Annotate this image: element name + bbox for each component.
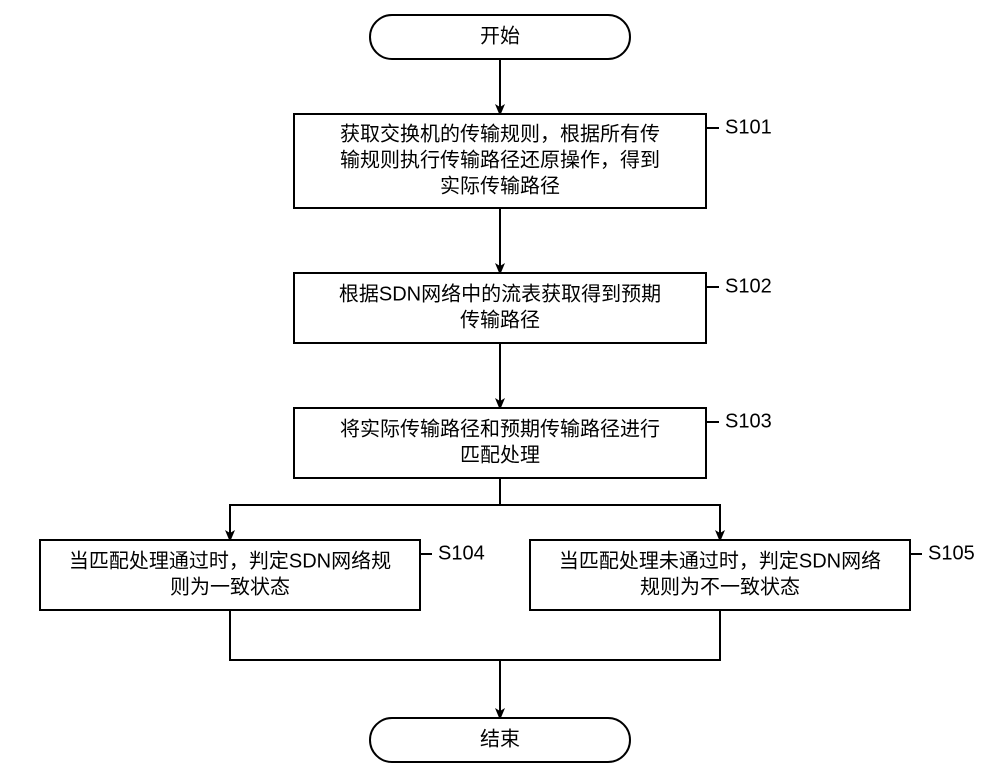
node-text: 规则为不一致状态 bbox=[640, 575, 800, 598]
node-text: 将实际传输路径和预期传输路径进行 bbox=[340, 417, 660, 440]
node-s102: 根据SDN网络中的流表获取得到预期传输路径 bbox=[294, 273, 706, 343]
step-label-s105: S105 bbox=[928, 542, 975, 564]
node-text: 实际传输路径 bbox=[440, 174, 560, 197]
node-text: 传输路径 bbox=[460, 308, 540, 331]
step-label-s101: S101 bbox=[725, 116, 772, 138]
node-text: 输规则执行传输路径还原操作，得到 bbox=[340, 148, 660, 171]
step-label-s103: S103 bbox=[725, 410, 772, 432]
node-text: 结束 bbox=[480, 727, 520, 750]
node-end: 结束 bbox=[370, 718, 630, 762]
node-text: 根据SDN网络中的流表获取得到预期 bbox=[339, 282, 661, 305]
flow-edge bbox=[500, 478, 720, 540]
node-s101: 获取交换机的传输规则，根据所有传输规则执行传输路径还原操作，得到实际传输路径 bbox=[294, 114, 706, 208]
node-text: 当匹配处理未通过时，判定SDN网络 bbox=[559, 549, 881, 572]
flow-edge bbox=[230, 478, 500, 540]
node-s103: 将实际传输路径和预期传输路径进行匹配处理 bbox=[294, 408, 706, 478]
node-start: 开始 bbox=[370, 15, 630, 59]
node-text: 获取交换机的传输规则，根据所有传 bbox=[340, 122, 660, 145]
node-s104: 当匹配处理通过时，判定SDN网络规则为一致状态 bbox=[40, 540, 420, 610]
node-text: 匹配处理 bbox=[460, 443, 540, 466]
node-text: 当匹配处理通过时，判定SDN网络规 bbox=[69, 549, 391, 572]
step-label-s102: S102 bbox=[725, 275, 772, 297]
node-text: 开始 bbox=[480, 24, 520, 47]
node-text: 则为一致状态 bbox=[170, 575, 290, 598]
flowchart-canvas: 开始获取交换机的传输规则，根据所有传输规则执行传输路径还原操作，得到实际传输路径… bbox=[0, 0, 1000, 784]
flow-edge bbox=[230, 610, 720, 660]
node-s105: 当匹配处理未通过时，判定SDN网络规则为不一致状态 bbox=[530, 540, 910, 610]
step-label-s104: S104 bbox=[438, 542, 485, 564]
